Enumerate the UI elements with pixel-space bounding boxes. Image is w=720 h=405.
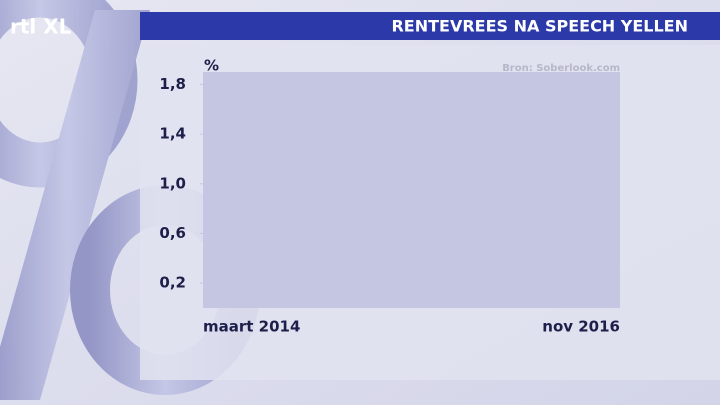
x-tick-label: nov 2016 <box>542 318 620 336</box>
x-tick-label: maart 2014 <box>203 318 300 336</box>
y-tick-label: 0,2 <box>159 274 186 292</box>
chart-title: RENTEVREES NA SPEECH YELLEN <box>391 17 688 36</box>
plot-area <box>203 72 620 308</box>
title-bar <box>140 12 720 40</box>
y-tick-label: 1,4 <box>159 125 186 143</box>
y-tick-label: 0,6 <box>159 224 186 242</box>
y-unit: % <box>204 57 219 75</box>
y-tick-label: 1,8 <box>159 75 186 93</box>
y-tick-label: 1,0 <box>159 174 186 192</box>
source: Bron: Soberlook.com <box>502 63 620 74</box>
logo: rtl XL <box>10 15 72 39</box>
